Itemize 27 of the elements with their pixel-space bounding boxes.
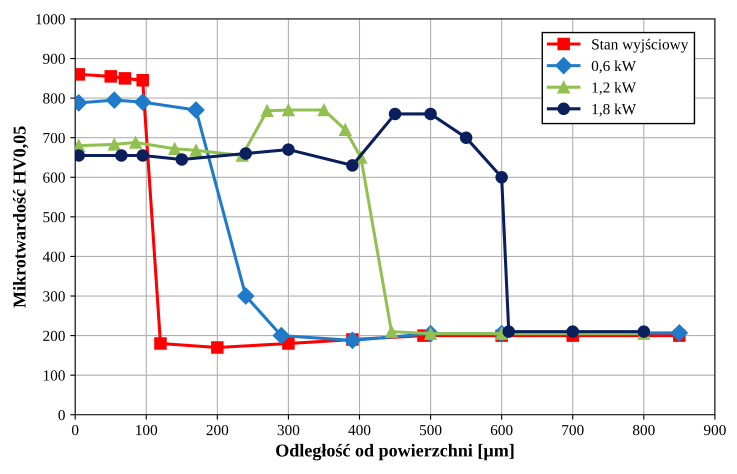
legend-label: 0,6 kW: [592, 60, 636, 74]
y-tick-label: 200: [43, 330, 65, 342]
x-tick-label: 0: [72, 424, 78, 436]
legend-label: 1,2 kW: [592, 82, 636, 95]
y-tick-label: 500: [43, 212, 65, 222]
y-tick-label: 1000: [36, 14, 65, 24]
legend-label: 1,8 kW: [592, 104, 636, 116]
legend-label: Stan wyjściowy: [592, 38, 688, 53]
y-tick-label: 800: [43, 93, 65, 104]
y-tick-label: 100: [44, 370, 65, 381]
y-tick-label: 400: [42, 252, 65, 262]
y-tick-label: 900: [43, 54, 65, 64]
x-tick-label: 400: [348, 424, 370, 436]
y-tick-label: 600: [43, 172, 65, 183]
x-tick-label: 900: [704, 424, 726, 436]
x-tick-label: 300: [278, 424, 300, 436]
x-tick-label: 100: [136, 424, 158, 436]
x-tick-label: 500: [420, 424, 442, 436]
x-tick-label: 800: [632, 424, 655, 436]
x-axis-title: Odległość od powierzchni [µm]: [276, 444, 514, 460]
y-tick-label: 300: [43, 291, 65, 302]
x-tick-label: 700: [562, 424, 584, 436]
y-tick-label: 0: [58, 410, 65, 420]
x-tick-label: 200: [206, 424, 228, 436]
x-tick-label: 600: [490, 424, 513, 436]
y-axis-title: Mikrotwardość HV0,05: [12, 126, 28, 308]
y-tick-label: 700: [44, 132, 65, 144]
